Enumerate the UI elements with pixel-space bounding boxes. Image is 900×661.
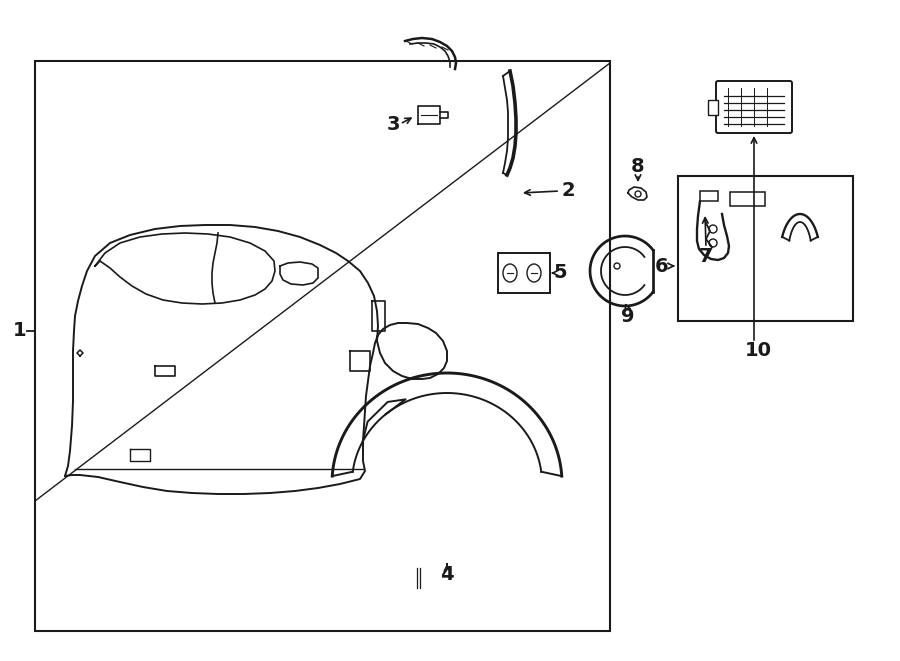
Ellipse shape: [527, 264, 541, 282]
FancyBboxPatch shape: [716, 81, 792, 133]
Bar: [700, 191, 718, 201]
Bar: [730, 192, 765, 206]
Bar: [498, 253, 550, 293]
Text: 9: 9: [621, 307, 634, 325]
Text: 10: 10: [744, 342, 771, 360]
Text: 7: 7: [699, 247, 713, 266]
Text: 8: 8: [631, 157, 644, 176]
Polygon shape: [628, 187, 647, 200]
Text: 1: 1: [14, 321, 27, 340]
Ellipse shape: [503, 264, 517, 282]
Text: 4: 4: [440, 564, 454, 584]
Bar: [678, 176, 853, 321]
Text: 2: 2: [562, 182, 575, 200]
Text: 6: 6: [655, 256, 669, 276]
Bar: [708, 100, 718, 115]
Text: 5: 5: [554, 264, 567, 282]
Text: 3: 3: [386, 114, 400, 134]
Bar: [35, 61, 610, 631]
